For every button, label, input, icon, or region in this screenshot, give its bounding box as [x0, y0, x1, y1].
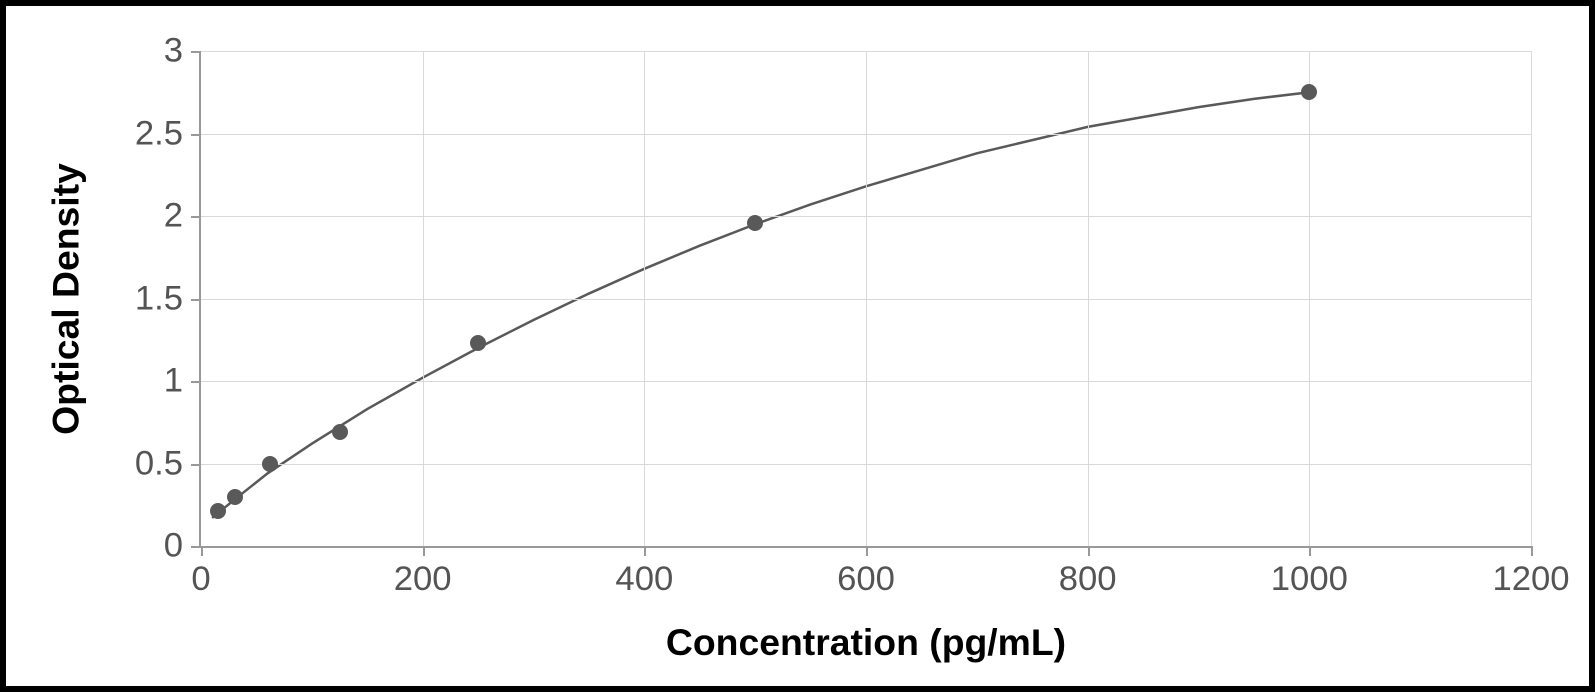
data-point	[332, 424, 348, 440]
gridline-horizontal	[201, 299, 1531, 300]
x-axis-line	[201, 546, 1531, 548]
data-point	[262, 456, 278, 472]
x-tick-label: 1200	[1492, 560, 1569, 599]
y-axis-label: Optical Density	[45, 163, 88, 435]
x-tick-label: 400	[615, 560, 673, 599]
plot-area: 02004006008001000120000.511.522.53	[201, 51, 1531, 546]
y-tick-label: 3	[164, 32, 183, 71]
data-point	[227, 489, 243, 505]
x-tick-label: 1000	[1271, 560, 1348, 599]
chart-inner: Optical Density Concentration (pg/mL) 02…	[36, 26, 1559, 656]
x-tick-label: 800	[1059, 560, 1117, 599]
x-tick-label: 0	[191, 560, 210, 599]
y-tick-label: 1.5	[135, 279, 183, 318]
data-point	[210, 503, 226, 519]
x-tick-label: 600	[837, 560, 895, 599]
fit-curve-path	[212, 92, 1309, 518]
data-point	[1301, 84, 1317, 100]
gridline-horizontal	[201, 51, 1531, 52]
chart-container: Optical Density Concentration (pg/mL) 02…	[0, 0, 1595, 692]
y-tick-label: 1	[164, 362, 183, 401]
y-axis-line	[199, 51, 201, 548]
y-tick-label: 2.5	[135, 114, 183, 153]
gridline-vertical	[1531, 51, 1532, 546]
data-point	[470, 335, 486, 351]
gridline-horizontal	[201, 134, 1531, 135]
gridline-horizontal	[201, 216, 1531, 217]
x-axis-label: Concentration (pg/mL)	[666, 621, 1066, 664]
data-point	[747, 215, 763, 231]
y-tick-label: 0	[164, 527, 183, 566]
gridline-horizontal	[201, 464, 1531, 465]
y-tick-label: 2	[164, 197, 183, 236]
gridline-horizontal	[201, 381, 1531, 382]
y-tick-label: 0.5	[135, 444, 183, 483]
x-tick-label: 200	[394, 560, 452, 599]
x-tick-mark	[1531, 546, 1533, 556]
